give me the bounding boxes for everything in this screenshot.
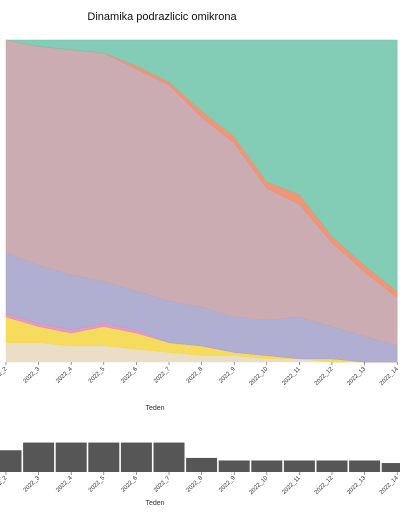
x-tick-label: 2022_9 bbox=[218, 475, 237, 494]
x-tick-label: 2022_9 bbox=[218, 366, 237, 385]
x-tick-label: 2022_8 bbox=[186, 475, 205, 494]
x-tick-label: 2022_2 bbox=[0, 366, 9, 385]
bar bbox=[186, 457, 218, 472]
area bbox=[5, 39, 398, 292]
bar bbox=[153, 442, 185, 472]
bar bbox=[316, 460, 348, 472]
x-tick-label: 2022_13 bbox=[346, 475, 367, 496]
x-tick-label: 2022_2 bbox=[0, 475, 9, 494]
x-tick-label: 2022_5 bbox=[88, 475, 107, 494]
bar bbox=[0, 450, 22, 472]
bar bbox=[55, 442, 87, 472]
bar bbox=[120, 442, 152, 472]
x-tick-label: 2022_11 bbox=[281, 475, 302, 496]
bar bbox=[88, 442, 120, 472]
x-tick-label: 2022_4 bbox=[55, 366, 74, 385]
x-tick-label: 2022_12 bbox=[314, 475, 335, 496]
x-tick-label: 2022_12 bbox=[314, 366, 335, 387]
x-tick-label: 2022_7 bbox=[153, 475, 172, 494]
x-tick-label: 2022_14 bbox=[379, 366, 400, 387]
bar bbox=[381, 463, 400, 472]
x-tick-label: 2022_11 bbox=[281, 366, 302, 387]
chart-title: Dinamika podrazlicic omikrona bbox=[87, 11, 237, 23]
x-axis-title: Teden bbox=[145, 500, 164, 507]
x-tick-label: 2022_6 bbox=[121, 366, 140, 385]
x-tick-label: 2022_14 bbox=[379, 475, 400, 496]
bar bbox=[283, 460, 315, 472]
x-tick-label: 2022_6 bbox=[121, 475, 140, 494]
x-axis-title: Teden bbox=[145, 405, 164, 412]
bar bbox=[218, 460, 250, 472]
x-tick-label: 2022_3 bbox=[23, 366, 42, 385]
x-tick-label: 2022_8 bbox=[186, 366, 205, 385]
x-tick-label: 2022_10 bbox=[249, 475, 270, 496]
x-tick-label: 2022_4 bbox=[55, 475, 74, 494]
x-tick-label: 2022_5 bbox=[88, 366, 107, 385]
bar bbox=[23, 442, 55, 472]
bar bbox=[251, 460, 283, 472]
bar bbox=[349, 460, 381, 472]
x-tick-label: 2022_13 bbox=[346, 366, 367, 387]
x-tick-label: 2022_10 bbox=[249, 366, 270, 387]
x-tick-label: 2022_3 bbox=[23, 475, 42, 494]
x-tick-label: 2022_7 bbox=[153, 366, 172, 385]
